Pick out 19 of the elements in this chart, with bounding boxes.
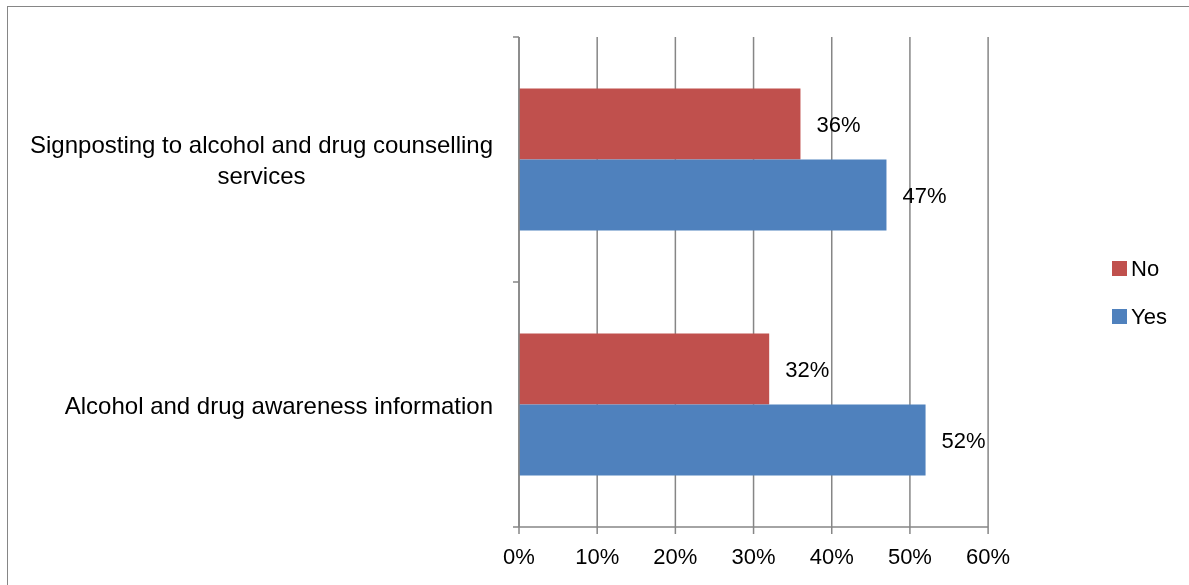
bar <box>519 404 926 476</box>
x-tick-label: 10% <box>575 543 620 569</box>
data-label: 47% <box>902 182 947 208</box>
data-label: 32% <box>785 356 830 382</box>
x-tick-label: 30% <box>731 543 776 569</box>
bar <box>519 159 887 231</box>
legend-label: Yes <box>1131 303 1167 330</box>
x-tick-label: 40% <box>809 543 854 569</box>
x-tick-label: 60% <box>966 543 1011 569</box>
y-tick-label: Alcohol and drug awareness information <box>64 391 493 418</box>
legend-label: No <box>1131 255 1160 282</box>
data-label: 36% <box>816 111 861 137</box>
bar <box>519 88 801 160</box>
x-tick-label: 50% <box>887 543 932 569</box>
y-tick-label: Signposting to alcohol and drug counselling services <box>30 130 493 189</box>
data-label: 52% <box>941 427 986 453</box>
x-tick-label: 20% <box>653 543 698 569</box>
x-tick-label: 0% <box>503 543 535 569</box>
bar <box>519 333 770 405</box>
